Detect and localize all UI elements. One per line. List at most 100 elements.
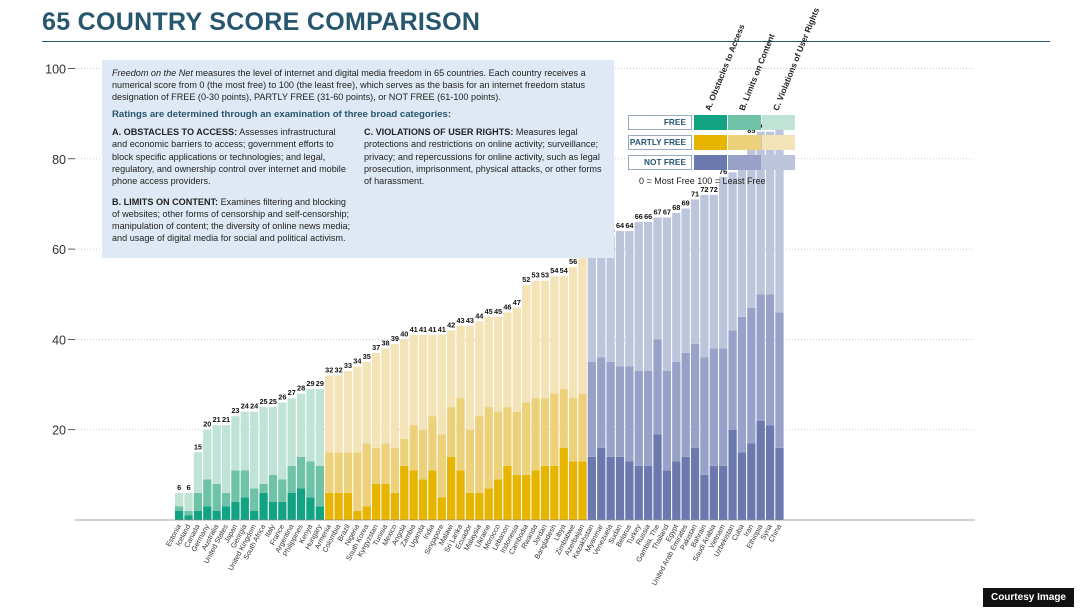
legend-swatch <box>762 115 795 130</box>
bar-segment <box>559 447 568 520</box>
legend-swatch <box>762 135 795 150</box>
value-label: 52 <box>522 275 530 284</box>
bar-segment <box>175 492 184 507</box>
value-label: 46 <box>503 302 511 311</box>
value-label: 69 <box>682 198 690 207</box>
bar-segment <box>287 398 296 466</box>
value-label: 39 <box>391 334 399 343</box>
bar-segment <box>540 280 550 399</box>
bar-segment <box>644 465 653 520</box>
bar-segment <box>522 285 531 403</box>
bar-segment <box>250 488 259 511</box>
y-tick-label: 40 <box>52 333 66 347</box>
info-box: Freedom on the Net measures the level of… <box>102 60 614 258</box>
value-label: 27 <box>288 388 296 397</box>
value-label: 29 <box>306 379 314 388</box>
bar-segment <box>615 231 625 367</box>
bar-segment <box>700 357 709 475</box>
value-label: 47 <box>513 298 521 307</box>
bar-segment <box>653 339 662 435</box>
category-b-title: B. LIMITS ON CONTENT: <box>112 196 219 207</box>
bar-segment <box>634 465 643 520</box>
value-label: 76 <box>719 167 727 176</box>
bar-segment <box>597 235 606 358</box>
value-label: 32 <box>335 366 343 375</box>
bar-segment <box>484 488 493 520</box>
bar-segment <box>184 492 193 511</box>
bar-segment <box>221 492 231 507</box>
bar-segment <box>212 510 221 520</box>
bar-segment <box>231 416 240 471</box>
bar-segment <box>465 492 475 520</box>
bars <box>175 127 784 520</box>
value-label: 67 <box>663 207 671 216</box>
bar-segment <box>259 492 268 520</box>
info-column-left: A. OBSTACLES TO ACCESS: Assesses infrast… <box>112 126 352 253</box>
bar-segment <box>653 434 662 520</box>
category-c: C. VIOLATIONS OF USER RIGHTS: Measures l… <box>364 126 604 186</box>
bar-segment <box>400 438 409 466</box>
category-b-text: Examines filtering and blocking of websi… <box>112 196 351 244</box>
bar-segment <box>615 456 625 520</box>
bar-segment <box>587 240 597 362</box>
bar-segment <box>325 492 334 520</box>
legend-row: NOT FREE <box>628 155 808 170</box>
bar-segment <box>306 389 315 462</box>
bar-segment <box>625 366 634 462</box>
bar-segment <box>353 366 362 453</box>
legend-note: 0 = Most Free 100 = Least Free <box>639 176 766 186</box>
bar-segment <box>625 461 634 520</box>
bar-segment <box>634 371 643 466</box>
bar-segment <box>325 452 334 493</box>
bar-segment <box>540 465 550 520</box>
bar-segment <box>662 470 672 520</box>
bar-segment <box>765 131 775 295</box>
value-label: 53 <box>541 271 549 280</box>
bar-segment <box>709 348 718 466</box>
bar-segment <box>597 447 606 520</box>
bar-segment <box>662 217 672 372</box>
value-label: 66 <box>635 212 643 221</box>
bar-segment <box>390 343 400 448</box>
bar-segment <box>203 429 212 480</box>
value-label: 28 <box>297 384 305 393</box>
bar-segment <box>259 407 268 484</box>
bar-segment <box>728 429 737 520</box>
value-label: 25 <box>269 397 277 406</box>
bar-segment <box>306 497 315 520</box>
value-label: 33 <box>344 361 352 370</box>
bar-segment <box>240 497 249 520</box>
bar-segment <box>587 361 597 457</box>
bar-segment <box>409 425 418 471</box>
bar-segment <box>728 330 737 430</box>
bar-segment <box>550 276 559 394</box>
bar-segment <box>597 357 606 448</box>
bar-segment <box>362 361 371 444</box>
bar-segment <box>250 411 259 489</box>
bar-segment <box>756 420 765 520</box>
bar-segment <box>221 506 231 520</box>
value-label: 43 <box>456 316 464 325</box>
bar-segment <box>700 474 709 520</box>
bar-segment <box>400 339 409 439</box>
legend-swatch <box>728 155 761 170</box>
value-label: 68 <box>672 203 680 212</box>
value-label: 21 <box>213 415 221 424</box>
value-label: 26 <box>278 393 286 402</box>
bar-segment <box>756 294 765 421</box>
bar-segment <box>559 389 568 448</box>
bar-segment <box>568 398 578 462</box>
value-label: 43 <box>466 316 474 325</box>
bar-segment <box>447 330 456 408</box>
bar-segment <box>212 425 221 484</box>
bar-segment <box>512 474 521 520</box>
bar-segment <box>184 510 193 516</box>
y-tick-label: 80 <box>52 153 66 167</box>
value-label: 24 <box>241 402 250 411</box>
legend-label: FREE <box>628 115 692 130</box>
bar-segment <box>325 375 334 453</box>
bar-segment <box>203 506 212 520</box>
value-label: 45 <box>494 307 502 316</box>
